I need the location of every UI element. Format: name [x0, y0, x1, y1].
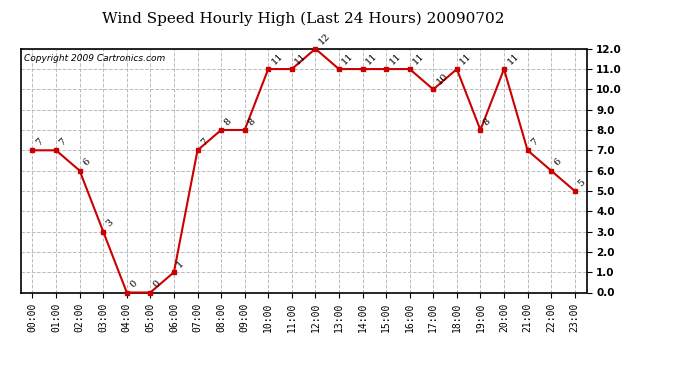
Text: 0: 0 [152, 279, 162, 290]
Text: Copyright 2009 Cartronics.com: Copyright 2009 Cartronics.com [23, 54, 165, 63]
Text: 10: 10 [435, 72, 450, 87]
Text: 11: 11 [458, 51, 473, 66]
Text: 7: 7 [199, 137, 210, 147]
Text: 11: 11 [388, 51, 403, 66]
Text: 8: 8 [482, 117, 493, 127]
Text: Wind Speed Hourly High (Last 24 Hours) 20090702: Wind Speed Hourly High (Last 24 Hours) 2… [102, 11, 505, 26]
Text: 8: 8 [222, 117, 233, 127]
Text: 11: 11 [270, 51, 285, 66]
Text: 1: 1 [175, 259, 186, 269]
Text: 5: 5 [576, 177, 586, 188]
Text: 7: 7 [57, 137, 68, 147]
Text: 7: 7 [34, 137, 45, 147]
Text: 11: 11 [293, 51, 308, 66]
Text: 11: 11 [364, 51, 379, 66]
Text: 6: 6 [81, 157, 92, 168]
Text: 0: 0 [128, 279, 139, 290]
Text: 3: 3 [105, 218, 115, 229]
Text: 7: 7 [529, 137, 540, 147]
Text: 6: 6 [553, 157, 563, 168]
Text: 8: 8 [246, 117, 257, 127]
Text: 11: 11 [505, 51, 520, 66]
Text: 12: 12 [317, 31, 332, 46]
Text: 11: 11 [340, 51, 355, 66]
Text: 11: 11 [411, 51, 426, 66]
